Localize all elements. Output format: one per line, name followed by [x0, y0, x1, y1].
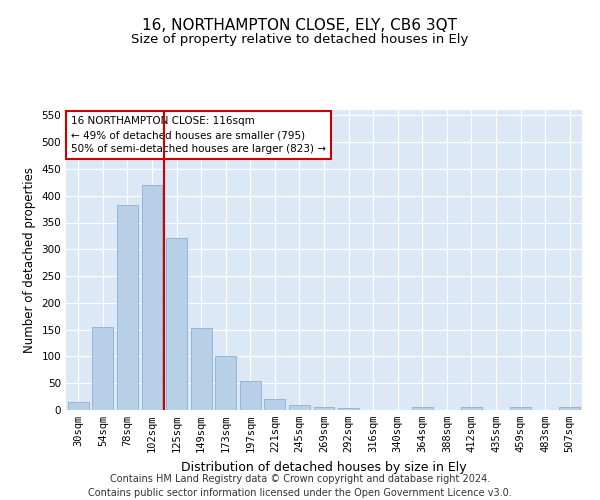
Bar: [191, 328, 212, 410]
Text: 16 NORTHAMPTON CLOSE: 116sqm
← 49% of detached houses are smaller (795)
50% of s: 16 NORTHAMPTON CLOSE: 116sqm ← 49% of de…: [71, 116, 326, 154]
Bar: [412, 408, 433, 410]
Text: Contains HM Land Registry data © Crown copyright and database right 2024.
Contai: Contains HM Land Registry data © Crown c…: [88, 474, 512, 498]
Bar: [142, 185, 163, 410]
Bar: [166, 238, 187, 410]
X-axis label: Distribution of detached houses by size in Ely: Distribution of detached houses by size …: [181, 460, 467, 473]
Bar: [289, 404, 310, 410]
Bar: [461, 408, 482, 410]
Bar: [559, 408, 580, 410]
Bar: [240, 380, 261, 410]
Bar: [68, 402, 89, 410]
Bar: [265, 400, 286, 410]
Y-axis label: Number of detached properties: Number of detached properties: [23, 167, 36, 353]
Text: Size of property relative to detached houses in Ely: Size of property relative to detached ho…: [131, 32, 469, 46]
Text: 16, NORTHAMPTON CLOSE, ELY, CB6 3QT: 16, NORTHAMPTON CLOSE, ELY, CB6 3QT: [143, 18, 458, 32]
Bar: [338, 408, 359, 410]
Bar: [215, 356, 236, 410]
Bar: [92, 327, 113, 410]
Bar: [314, 407, 334, 410]
Bar: [510, 408, 531, 410]
Bar: [117, 205, 138, 410]
